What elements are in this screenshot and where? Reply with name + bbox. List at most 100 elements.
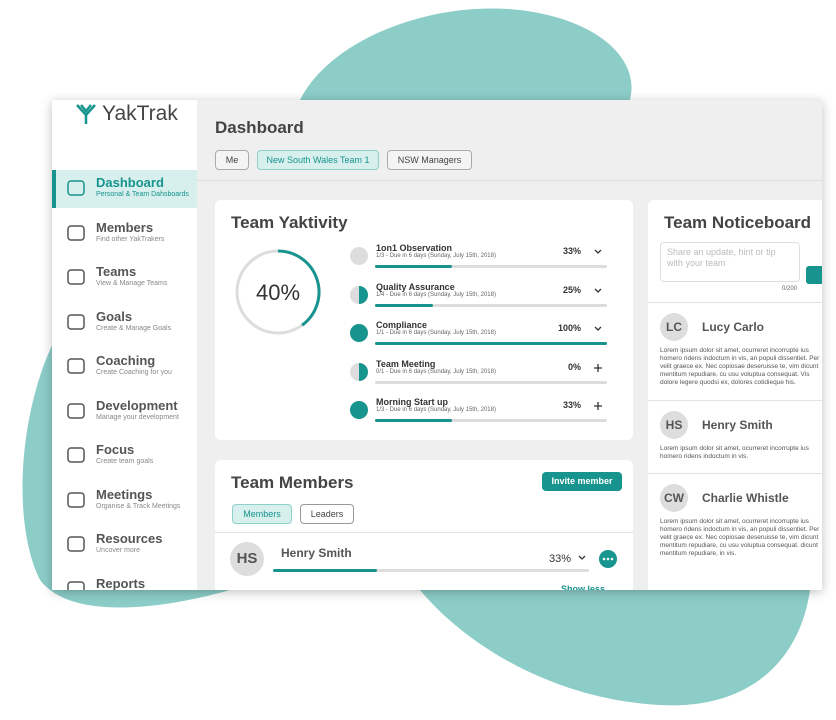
- nav-item[interactable]: Goals Create & Manage Goals: [52, 304, 197, 342]
- more-button[interactable]: [599, 550, 617, 568]
- icon-dot: [606, 557, 610, 561]
- icon-shape: [578, 555, 586, 560]
- post-text: Lorem ipsum dolor sit amet, ocurreret in…: [660, 347, 820, 386]
- nav-icon: [67, 358, 85, 374]
- icon-shape: [67, 491, 85, 508]
- activity-detail: 0/1 - Due in 6 days (Sunday, July 15th, …: [376, 368, 496, 375]
- divider: [215, 532, 633, 533]
- card-title: Team Members: [231, 473, 354, 492]
- status-bg: [350, 247, 368, 265]
- filter-button[interactable]: NSW Managers: [387, 150, 472, 170]
- activity-detail: 1/3 - Due in 6 days (Sunday, July 15th, …: [376, 407, 496, 413]
- ring-progress: [277, 249, 321, 327]
- nav-item[interactable]: Focus Create team goals: [52, 437, 197, 475]
- icon-shape: [67, 447, 85, 463]
- member-percent: 33%: [549, 553, 572, 565]
- nav-item[interactable]: Development Manage your development: [52, 393, 197, 431]
- activity-percent: 0%: [567, 361, 581, 372]
- tab[interactable]: Members: [232, 504, 292, 524]
- nav-label: Goals: [96, 308, 133, 324]
- nav-sublabel: Uncover more: [96, 547, 140, 554]
- update-input[interactable]: Share an update, hint or tip with your t…: [660, 242, 800, 282]
- action-icon[interactable]: [593, 324, 603, 334]
- icon-shape: [67, 358, 85, 374]
- post: CW Charlie Whistle Lorem ipsum dolor sit a…: [648, 473, 822, 571]
- nav-item[interactable]: Members Find other YakTrakers: [52, 215, 197, 253]
- card-title: Team Noticeboard: [664, 213, 812, 232]
- activity-item: Team Meeting 0/1 - Due in 6 days (Sunday,…: [347, 359, 607, 389]
- nav-item[interactable]: Resources Uncover more: [52, 526, 197, 564]
- status-half: [359, 285, 368, 304]
- nav-icon: [67, 402, 85, 419]
- filter-button[interactable]: Me: [215, 150, 249, 170]
- icon-shape: [67, 313, 85, 330]
- nav-item[interactable]: Teams View & Manage Teams: [52, 259, 197, 297]
- action-icon[interactable]: [593, 247, 603, 257]
- nav-label: Reports: [96, 575, 146, 591]
- nav-item[interactable]: Coaching Create Coaching for you: [52, 348, 197, 386]
- post: HS Henry Smith Lorem ipsum dolor sit amet,…: [648, 400, 822, 474]
- progress-track: [375, 419, 607, 422]
- invite-button[interactable]: Invite member: [542, 472, 622, 491]
- nav-sublabel: View & Manage Teams: [96, 280, 168, 287]
- overall-ring: 40%: [235, 249, 321, 335]
- post-button[interactable]: [806, 266, 822, 284]
- nav-item[interactable]: Meetings Organise & Track Meetings: [52, 482, 197, 520]
- post-author: Henry Smith: [702, 418, 773, 432]
- activity-percent: 33%: [562, 400, 581, 410]
- icon-shape: [67, 224, 85, 241]
- status-bg: [350, 324, 368, 342]
- progress-fill: [375, 265, 452, 268]
- nav-sublabel: Personal & Team Dahsboards: [96, 191, 189, 198]
- nav-item[interactable]: Reports: [52, 571, 197, 591]
- activity-percent: 25%: [562, 284, 581, 295]
- status-half: [359, 362, 368, 381]
- divider: [197, 180, 822, 181]
- progress-track: [375, 380, 607, 384]
- nav-label: Dashboard: [96, 175, 164, 190]
- progress-fill: [375, 303, 433, 307]
- progress-track: [375, 265, 607, 268]
- icon-shape: [67, 536, 85, 552]
- avatar: CW: [660, 484, 688, 512]
- noticeboard-card: Team Noticeboard Share an update, hint o…: [648, 200, 822, 590]
- nav-label: Development: [96, 397, 178, 413]
- logo-icon: [76, 104, 96, 124]
- activity-name: Team Meeting: [376, 358, 436, 369]
- show-less-link[interactable]: Show less: [561, 584, 606, 590]
- nav-item[interactable]: Dashboard Personal & Team Dahsboards: [52, 170, 197, 208]
- icon-shape: [594, 326, 602, 331]
- activity-item: 1on1 Observation 1/3 - Due in 6 days (Sun…: [347, 243, 607, 273]
- activity-detail: 1/4 - Due in 6 days (Sunday, July 15th, …: [376, 291, 496, 298]
- brand: YakTrak: [102, 102, 178, 125]
- blob-left: [22, 330, 230, 608]
- progress-fill: [375, 419, 452, 422]
- filter-button[interactable]: New South Wales Team 1: [257, 150, 379, 170]
- nav-sublabel: Create Coaching for you: [96, 369, 172, 376]
- page-title: Dashboard: [215, 118, 304, 137]
- post-text: Lorem ipsum dolor sit amet, ocurreret in…: [660, 518, 820, 557]
- avatar: HS: [660, 411, 688, 439]
- action-icon[interactable]: [593, 363, 603, 373]
- nav-sublabel: Manage your development: [96, 413, 179, 421]
- nav-sublabel: Create team goals: [96, 458, 154, 465]
- action-icon[interactable]: [593, 286, 603, 296]
- nav-icon: [67, 536, 85, 552]
- expand-icon[interactable]: [577, 553, 587, 563]
- avatar: LC: [660, 313, 688, 341]
- nav-label: Teams: [96, 264, 137, 279]
- nav-label: Meetings: [96, 486, 153, 502]
- logo: YakTrak: [74, 102, 178, 126]
- nav-icon: [67, 180, 85, 196]
- action-icon[interactable]: [593, 401, 603, 411]
- status-bg: [350, 401, 368, 419]
- activity-item: Morning Start up 1/3 - Due in 6 days (Sun…: [347, 397, 607, 427]
- progress-track: [273, 569, 589, 572]
- nav-icon: [67, 313, 85, 330]
- activity-detail: 1/1 - Due in 6 days (Sunday, July 15th, …: [376, 330, 496, 336]
- ring-label: 40%: [256, 280, 300, 305]
- status-icon: [350, 324, 368, 342]
- tab[interactable]: Leaders: [300, 504, 354, 524]
- icon-dot: [610, 557, 614, 561]
- nav-sublabel: Find other YakTrakers: [96, 235, 165, 243]
